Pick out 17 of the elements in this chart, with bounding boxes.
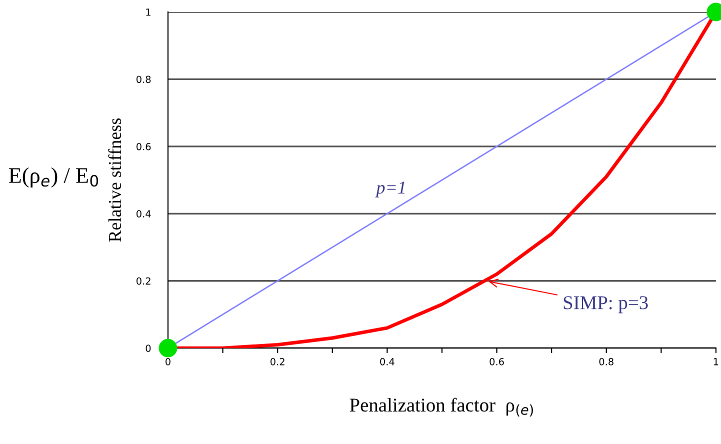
y-tick-label: 0.6 xyxy=(136,142,151,150)
x-tick-label: 0.2 xyxy=(270,358,284,366)
x-tick-label: 0.6 xyxy=(490,358,504,366)
y-tick-label: 0 xyxy=(146,344,151,352)
annotation: SIMP: p=3 xyxy=(564,296,648,314)
annotation: p=1 xyxy=(375,182,405,198)
x-tick-label: 0.4 xyxy=(380,358,394,366)
y-axis-title: Relative stiffness xyxy=(108,118,122,242)
y-tick-label: 0.8 xyxy=(136,76,151,84)
x-tick-label: 0 xyxy=(166,358,170,366)
x-tick-label: 0.8 xyxy=(599,358,614,366)
y-tick-label: 0.4 xyxy=(136,210,151,218)
x-axis-title: Penalization factor ρ$_{(e)}$ xyxy=(350,398,533,416)
x-tick-label: 1 xyxy=(714,358,718,366)
y-tick-label: 1 xyxy=(146,8,150,16)
y-tick-label: 0.2 xyxy=(136,277,150,285)
text: E(ρ$_{e}$) / E$_{0}$ xyxy=(8,167,98,188)
